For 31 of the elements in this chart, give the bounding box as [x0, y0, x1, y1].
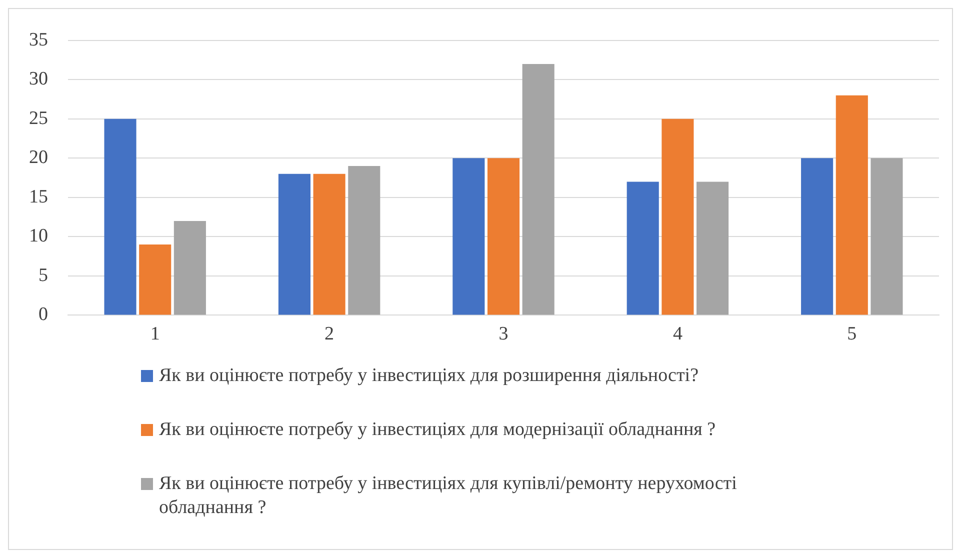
y-tick-label: 5	[38, 264, 48, 286]
legend-label: Як ви оцінюєте потребу у інвестиціях для розширення діяльності?	[159, 364, 698, 388]
bar	[626, 182, 659, 315]
x-tick-label: 1	[150, 324, 160, 345]
y-tick-label: 25	[29, 108, 48, 129]
bar	[487, 158, 520, 315]
bar	[696, 182, 729, 315]
bar	[801, 158, 834, 315]
bar	[278, 174, 310, 315]
bar	[870, 158, 903, 315]
y-tick-label: 20	[29, 147, 48, 168]
y-tick-label: 10	[29, 226, 48, 247]
legend-label: Як ви оцінюєте потребу у інвестиціях для купівлі/ремонту нерухомості обладнання ?	[159, 472, 738, 520]
legend-label: Як ви оцінюєте потребу у інвестиціях для модернізації обладнання ?	[159, 418, 716, 442]
x-tick-label: 2	[324, 324, 334, 345]
y-tick-label: 35	[29, 29, 48, 50]
bar	[522, 64, 554, 315]
bar	[452, 158, 485, 315]
x-tick-label: 3	[498, 324, 508, 345]
bar	[139, 244, 172, 315]
bar	[174, 220, 206, 315]
bar	[662, 118, 694, 315]
x-tick-label: 4	[672, 324, 683, 345]
y-tick-label: 0	[38, 304, 48, 326]
bar	[836, 95, 868, 315]
y-tick-label: 15	[29, 186, 48, 208]
bar	[348, 166, 380, 315]
bar	[104, 118, 136, 315]
bar	[313, 174, 346, 315]
y-tick-label: 30	[29, 68, 48, 90]
x-tick-label: 5	[847, 324, 857, 345]
